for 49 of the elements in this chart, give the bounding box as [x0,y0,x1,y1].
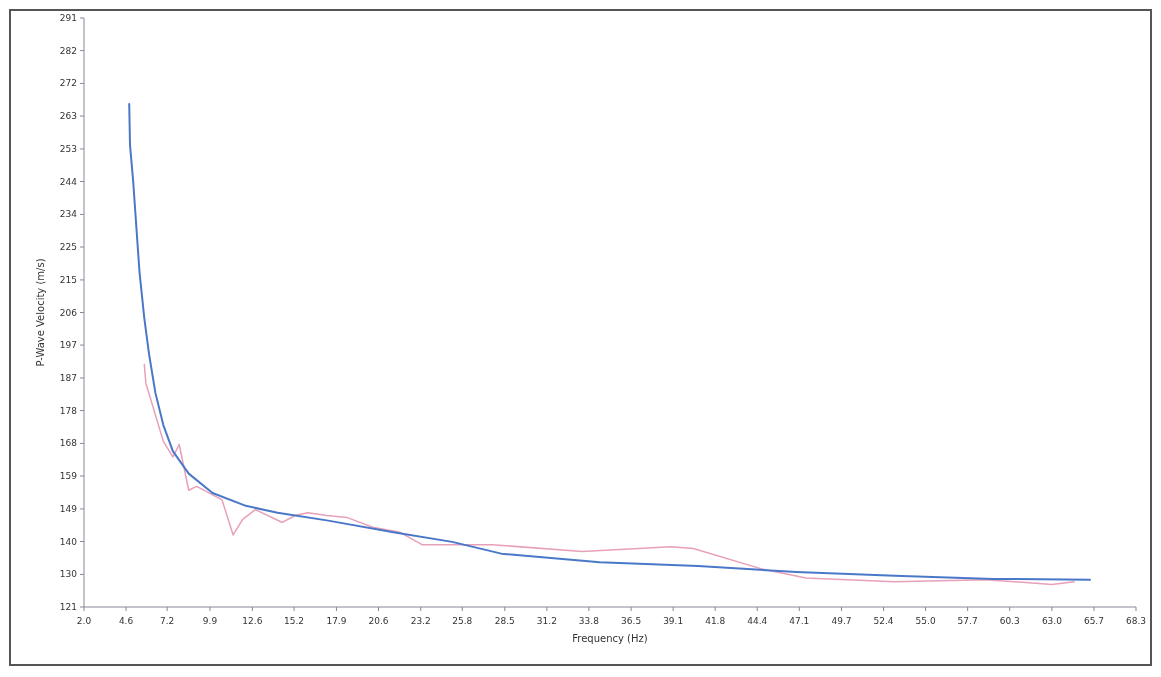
y-axis-title: P-Wave Velocity (m/s) [35,258,46,367]
y-tick-label: 187 [59,372,77,383]
y-tick-label: 168 [59,438,78,449]
y-tick-label: 291 [59,13,77,23]
x-tick-label: 23.2 [410,616,431,626]
x-tick-label: 63.0 [1041,616,1063,626]
y-tick-label: 244 [59,176,78,187]
x-tick-label: 57.7 [957,616,978,626]
x-tick-label: 36.5 [621,616,642,626]
y-tick-label: 253 [59,143,77,154]
x-tick-label: 28.5 [494,616,515,626]
x-tick-label: 20.6 [368,616,389,626]
x-tick-label: 12.6 [242,616,263,626]
y-tick-label: 121 [59,602,77,612]
x-tick-label: 17.9 [326,616,347,626]
x-tick-label: 68.3 [1125,616,1147,626]
x-tick-label: 9.9 [202,616,218,626]
x-tick-label: 31.2 [536,616,557,626]
y-tick-label: 130 [59,569,78,580]
y-tick-label: 263 [59,111,77,122]
y-tick-label: 234 [59,209,78,220]
x-tick-label: 44.4 [747,616,768,626]
y-tick-label: 282 [59,45,77,56]
y-tick-label: 159 [59,471,78,482]
x-tick-label: 49.7 [831,616,852,626]
x-tick-label: 4.6 [118,616,134,626]
x-tick-label: 33.8 [578,616,600,626]
y-tick-label: 225 [59,242,77,253]
x-tick-label: 60.3 [999,616,1020,626]
x-tick-label: 55.0 [915,616,936,626]
y-tick-label: 140 [59,536,78,547]
y-tick-label: 149 [59,503,78,514]
y-tick-label: 215 [59,274,77,285]
line-series [128,102,1091,581]
y-tick-label: 178 [59,405,78,416]
x-tick-label: 25.8 [452,616,473,626]
x-tick-label: 65.7 [1083,616,1104,626]
y-tick-label: 197 [59,340,77,351]
x-tick-label: 52.4 [873,616,894,626]
line-series [143,363,1075,586]
x-axis-title: Frequency (Hz) [572,633,648,644]
x-tick-label: 2.0 [76,616,92,626]
x-tick-label: 41.8 [705,616,726,626]
y-tick-label: 272 [59,78,77,89]
x-tick-label: 7.2 [159,616,175,626]
y-tick-label: 206 [59,307,78,318]
x-tick-label: 15.2 [284,616,305,626]
x-tick-label: 47.1 [789,616,810,626]
x-tick-label: 39.1 [663,616,684,626]
